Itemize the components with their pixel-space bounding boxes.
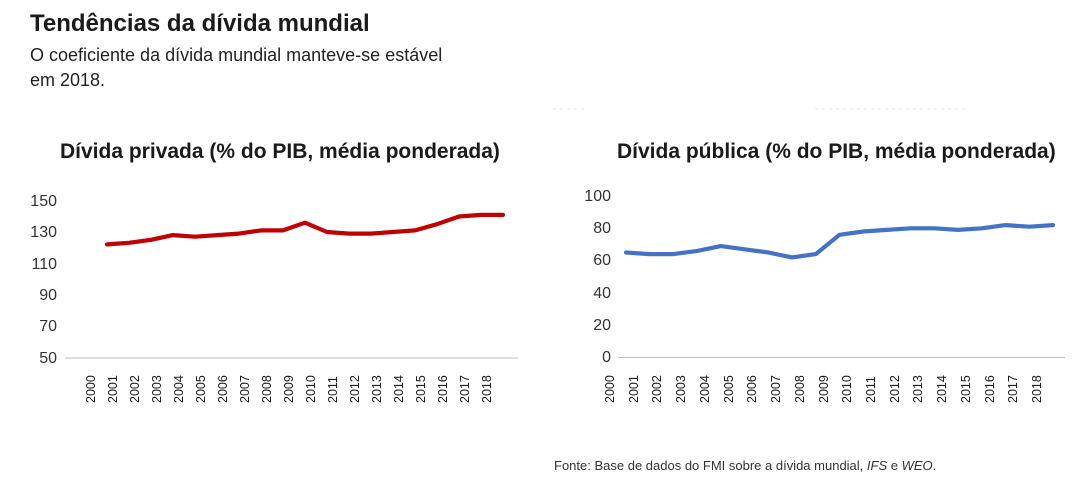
svg-text:20: 20 (593, 317, 611, 334)
svg-text:40: 40 (593, 285, 611, 302)
svg-text:60: 60 (593, 252, 611, 269)
svg-text:100: 100 (584, 188, 611, 205)
svg-text:80: 80 (593, 220, 611, 237)
